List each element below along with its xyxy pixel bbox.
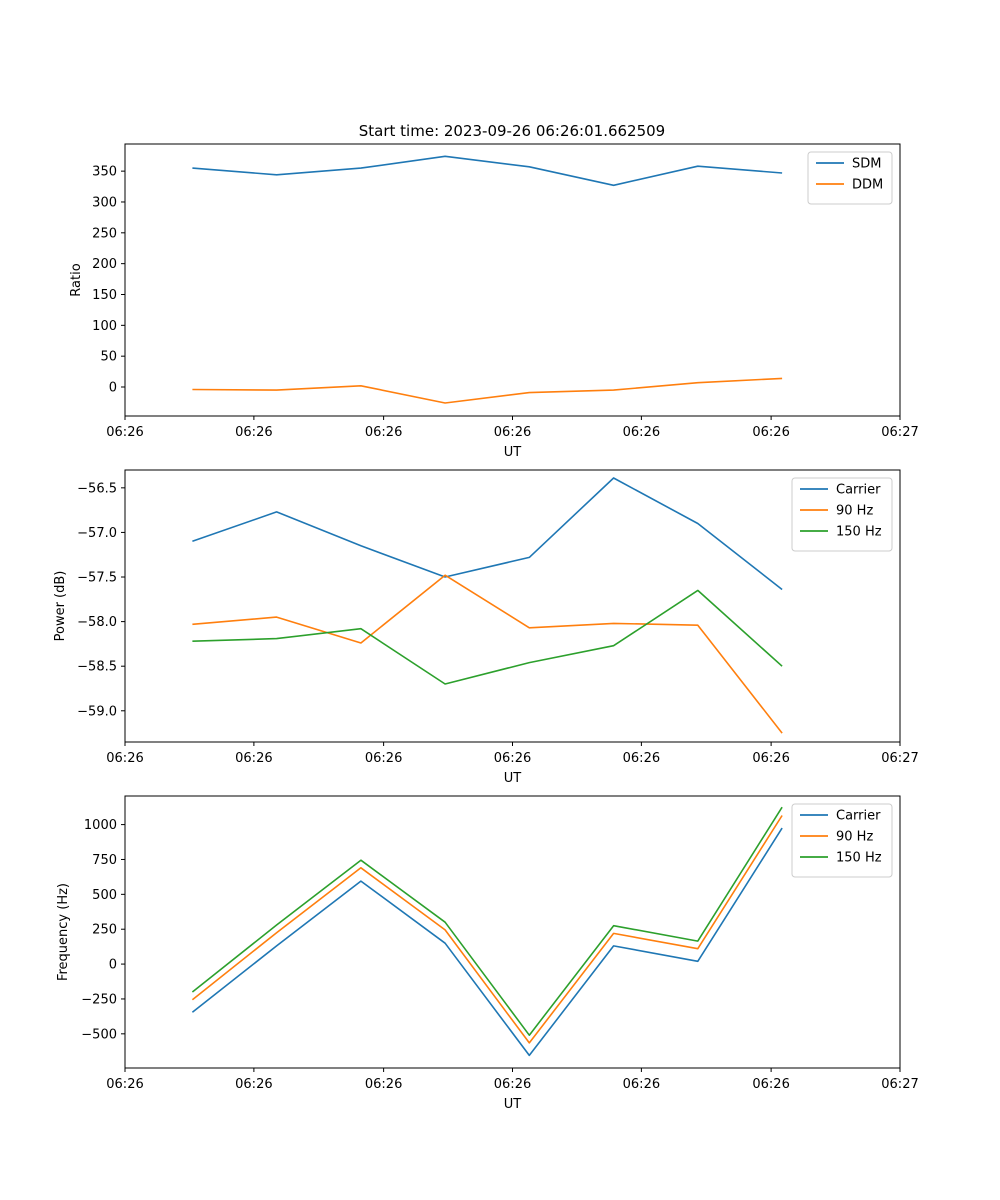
power-series-carrier-line [192,477,783,591]
ratio-y-tick-label: 50 [100,350,117,365]
ratio-plot-area [124,143,901,417]
frequency-legend-carrier-label: Carrier [836,809,881,824]
frequency-x-tick-label: 06:26 [235,1077,272,1092]
power-legend [791,477,893,552]
frequency-legend-150-hz-label: 150 Hz [836,851,882,866]
power-y-tick-label: −59.0 [77,704,117,719]
power-y-tick-label: −57.0 [77,526,117,541]
frequency-series-150-hz-line [191,806,783,1036]
frequency-x-tick-label: 06:26 [106,1077,143,1092]
frequency-y-tick-label: 1000 [84,818,117,833]
figure-title: Start time: 2023-09-26 06:26:01.662509 [359,122,665,140]
ratio-legend-ddm-label: DDM [852,178,883,193]
frequency-series-carrier-line [191,827,783,1057]
ratio-y-axis-label: Ratio [69,263,84,296]
power-x-tick-label: 06:26 [623,751,660,766]
ratio-legend [807,151,893,205]
ratio-x-tick-label: 06:26 [106,425,143,440]
frequency-x-tick-label: 06:27 [881,1077,918,1092]
power-x-tick-label: 06:26 [365,751,402,766]
ratio-legend-sdm-label: SDM [852,157,881,172]
frequency-y-tick-label: 0 [109,958,117,973]
power-legend-150-hz-label: 150 Hz [836,525,882,540]
power-x-tick-label: 06:26 [235,751,272,766]
ratio-x-tick-label: 06:26 [365,425,402,440]
ratio-y-tick-label: 300 [92,195,117,210]
ratio-series-ddm-line [192,377,783,404]
power-x-tick-label: 06:26 [752,751,789,766]
frequency-x-tick-label: 06:26 [365,1077,402,1092]
ratio-x-tick-label: 06:26 [752,425,789,440]
power-x-tick-label: 06:26 [106,751,143,766]
power-series-90-hz-line [192,574,783,734]
ratio-y-tick-label: 350 [92,165,117,180]
ratio-y-tick-label: 200 [92,257,117,272]
power-x-axis-label: UT [504,771,522,786]
power-x-tick-label: 06:26 [494,751,531,766]
frequency-y-tick-label: 250 [92,923,117,938]
frequency-y-axis-label: Frequency (Hz) [56,883,71,981]
frequency-y-tick-label: 750 [92,853,117,868]
ratio-y-tick-label: 150 [92,288,117,303]
frequency-legend-90-hz-label: 90 Hz [836,830,873,845]
ratio-x-tick-label: 06:26 [235,425,272,440]
frequency-x-tick-label: 06:26 [494,1077,531,1092]
frequency-y-tick-label: −500 [81,1027,117,1042]
power-y-tick-label: −58.5 [77,660,117,675]
power-series-150-hz-line [192,589,783,685]
power-plot-area [124,469,901,743]
ratio-panel: 06:26 06:26 06:26 06:26 06:26 06:26 06:27 0 50 10… [69,143,919,460]
power-y-tick-label: −56.5 [77,481,117,496]
frequency-y-tick-label: 500 [92,888,117,903]
ratio-x-axis-label: UT [504,445,522,460]
power-y-tick-label: −57.5 [77,571,117,586]
power-x-tick-label: 06:27 [881,751,918,766]
frequency-legend [791,803,893,878]
ratio-series-sdm-line [192,155,783,187]
frequency-series-90-hz-line [191,815,783,1044]
frequency-plot-area [124,795,901,1069]
power-y-tick-label: −58.0 [77,615,117,630]
power-legend-carrier-label: Carrier [836,483,881,498]
power-panel: 06:26 06:26 06:26 06:26 06:26 06:26 06:27 −59.0… [53,469,919,786]
ratio-y-tick-label: 0 [109,381,117,396]
frequency-y-tick-label: −250 [81,992,117,1007]
frequency-x-axis-label: UT [504,1097,522,1112]
frequency-x-tick-label: 06:26 [752,1077,789,1092]
ratio-y-tick-label: 100 [92,319,117,334]
ratio-x-tick-label: 06:27 [881,425,918,440]
power-legend-90-hz-label: 90 Hz [836,504,873,519]
frequency-panel: 06:26 06:26 06:26 06:26 06:26 06:26 06:27 −500 −… [56,795,919,1112]
power-y-axis-label: Power (dB) [53,571,68,642]
ratio-x-tick-label: 06:26 [494,425,531,440]
ratio-x-tick-label: 06:26 [623,425,660,440]
ratio-y-tick-label: 250 [92,226,117,241]
frequency-x-tick-label: 06:26 [623,1077,660,1092]
